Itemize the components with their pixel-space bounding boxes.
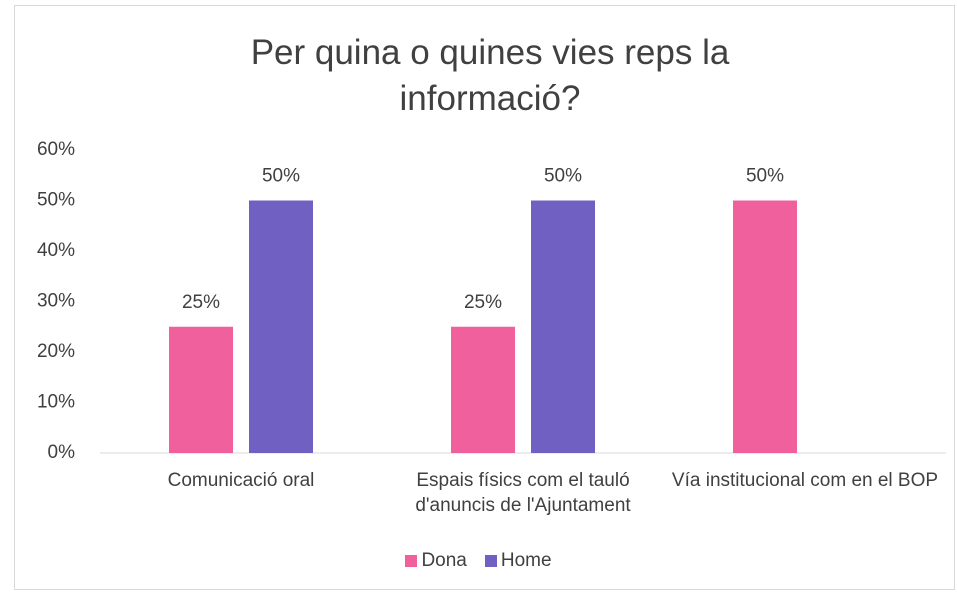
bar xyxy=(531,200,595,453)
chart-border xyxy=(14,5,955,590)
y-tick-label: 0% xyxy=(48,442,76,463)
bar xyxy=(451,326,515,453)
legend-item: Dona xyxy=(405,550,467,572)
x-tick-label: Comunicació oral xyxy=(167,470,315,491)
y-tick-label: 60% xyxy=(37,139,75,160)
bar xyxy=(733,200,797,453)
x-tick-label: Vía institucional com en el BOP xyxy=(671,470,939,491)
data-label: 50% xyxy=(262,166,300,187)
legend: Dona Home xyxy=(0,550,957,572)
bar xyxy=(169,326,233,453)
legend-item: Home xyxy=(484,550,552,572)
y-tick-label: 10% xyxy=(37,392,75,413)
chart-title: Per quina o quines vies reps la informac… xyxy=(250,33,730,118)
y-tick-label: 30% xyxy=(37,291,75,312)
legend-swatch xyxy=(484,555,497,567)
data-label: 50% xyxy=(746,166,784,187)
data-label: 25% xyxy=(182,292,220,313)
legend-label: Home xyxy=(500,550,552,571)
bar xyxy=(249,200,313,453)
legend-label: Dona xyxy=(421,550,467,571)
data-label: 50% xyxy=(544,166,582,187)
y-tick-label: 50% xyxy=(37,190,75,211)
legend-swatch xyxy=(405,555,418,567)
y-tick-label: 40% xyxy=(37,240,75,261)
y-tick-label: 20% xyxy=(37,341,75,362)
data-label: 25% xyxy=(464,292,502,313)
x-tick-label: Espais físics com el tauló d'anuncis de … xyxy=(415,470,631,516)
